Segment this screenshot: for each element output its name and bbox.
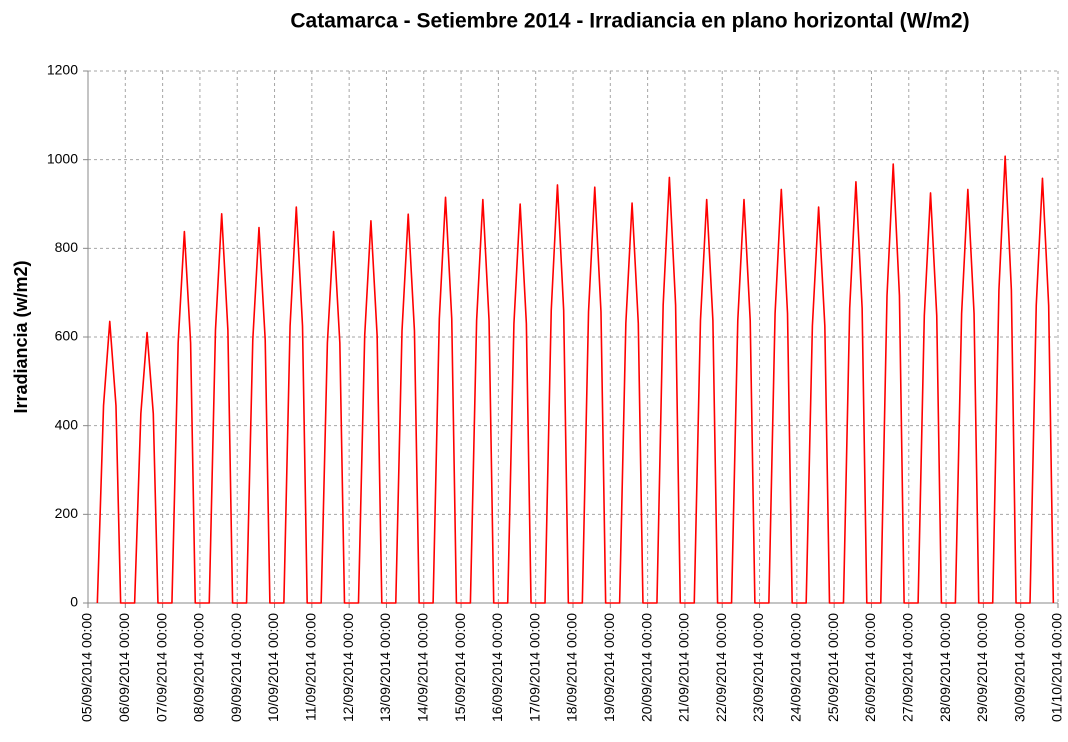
x-tick-label: 08/09/2014 00:00 — [191, 613, 207, 722]
y-tick-label: 1000 — [47, 150, 78, 166]
x-tick-label: 19/09/2014 00:00 — [601, 613, 617, 722]
x-tick-label: 11/09/2014 00:00 — [303, 613, 319, 721]
x-tick-label: 24/09/2014 00:00 — [788, 613, 804, 722]
y-tick-label: 400 — [55, 416, 79, 432]
x-tick-label: 26/09/2014 00:00 — [862, 613, 878, 722]
x-tick-label: 22/09/2014 00:00 — [713, 613, 729, 722]
x-tick-label: 10/09/2014 00:00 — [265, 613, 281, 722]
x-tick-label: 29/09/2014 00:00 — [974, 613, 990, 722]
x-tick-label: 16/09/2014 00:00 — [489, 613, 505, 722]
x-tick-label: 06/09/2014 00:00 — [116, 613, 132, 722]
x-tick-label: 23/09/2014 00:00 — [750, 613, 766, 722]
y-tick-label: 600 — [55, 328, 79, 344]
y-tick-label: 0 — [70, 594, 78, 610]
x-tick-label: 09/09/2014 00:00 — [228, 613, 244, 722]
x-tick-label: 05/09/2014 00:00 — [79, 613, 95, 722]
y-tick-label: 200 — [55, 505, 79, 521]
data-line — [96, 155, 1055, 604]
x-tick-label: 14/09/2014 00:00 — [414, 613, 430, 722]
x-tick-label: 25/09/2014 00:00 — [825, 613, 841, 722]
x-tick-label: 18/09/2014 00:00 — [564, 613, 580, 722]
chart-title: Catamarca - Setiembre 2014 - Irradiancia… — [290, 10, 969, 33]
x-tick-label: 30/09/2014 00:00 — [1011, 613, 1027, 722]
y-tick-label: 800 — [55, 239, 79, 255]
x-tick-label: 07/09/2014 00:00 — [153, 613, 169, 722]
x-tick-label: 28/09/2014 00:00 — [937, 613, 953, 722]
y-axis-label: Irradiancia (w/m2) — [11, 260, 31, 413]
x-tick-label: 20/09/2014 00:00 — [638, 613, 654, 722]
x-tick-label: 01/10/2014 00:00 — [1049, 613, 1065, 722]
x-tick-label: 13/09/2014 00:00 — [377, 613, 393, 722]
x-tick-label: 12/09/2014 00:00 — [340, 613, 356, 722]
x-tick-label: 21/09/2014 00:00 — [676, 613, 692, 722]
x-tick-label: 15/09/2014 00:00 — [452, 613, 468, 722]
x-tick-label: 27/09/2014 00:00 — [899, 613, 915, 722]
x-tick-label: 17/09/2014 00:00 — [526, 613, 542, 722]
y-tick-label: 1200 — [47, 62, 78, 78]
